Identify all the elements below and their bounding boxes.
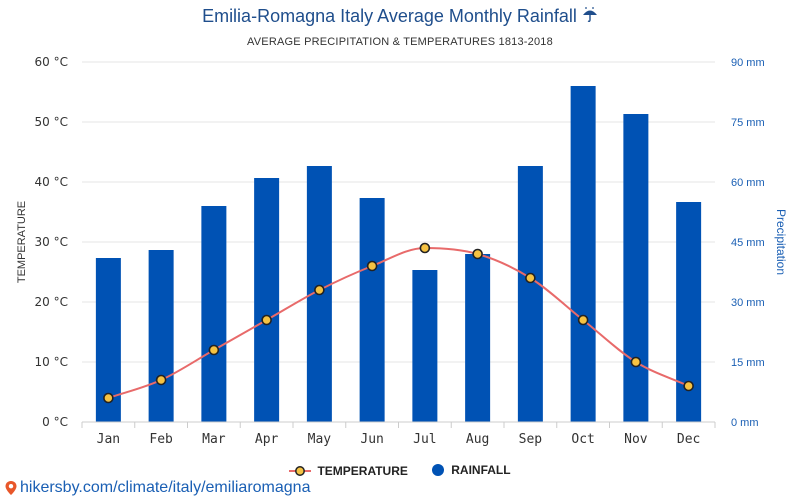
y-left-tick-label: 20 °C: [35, 295, 68, 309]
temperature-point[interactable]: [208, 344, 220, 356]
y-left-tick-label: 30 °C: [35, 235, 68, 249]
temperature-point[interactable]: [472, 248, 483, 260]
chart-subtitle: AVERAGE PRECIPITATION & TEMPERATURES 181…: [247, 36, 553, 48]
y-left-tick-label: 60 °C: [35, 55, 68, 69]
temperature-series-line: [108, 246, 690, 399]
legend-label-temperature: TEMPERATURE: [317, 464, 408, 478]
y-left-tick-label: 0 °C: [42, 415, 68, 429]
temperature-point[interactable]: [314, 284, 325, 296]
y-right-tick-label: 0 mm: [731, 417, 759, 429]
temperature-point[interactable]: [577, 314, 589, 326]
axes: 0 °C 0 mm 10 °C 15 mm 20 °C 30 mm 30 °C 45 mm 40…: [16, 55, 788, 447]
temperature-point[interactable]: [366, 260, 378, 272]
y-right-tick-label: 45 mm: [731, 237, 765, 249]
rainfall-bar[interactable]: [148, 250, 174, 422]
rainfall-bar[interactable]: [201, 206, 227, 422]
rainfall-bar[interactable]: [570, 86, 596, 422]
x-tick-label: Aug: [466, 432, 489, 447]
rainfall-bar[interactable]: [623, 114, 649, 422]
y-left-tick-label: 10 °C: [35, 355, 68, 369]
x-tick-label: Jul: [413, 432, 436, 447]
temperature-point[interactable]: [103, 392, 114, 404]
temperature-point[interactable]: [261, 314, 272, 326]
temperature-point[interactable]: [525, 272, 536, 284]
x-tick-label: Jun: [360, 432, 383, 447]
y-right-tick-label: 30 mm: [731, 297, 765, 309]
rainfall-bar[interactable]: [465, 254, 491, 422]
y-left-axis-title: TEMPERATURE: [16, 201, 28, 283]
legend-circle-marker-icon: [432, 464, 445, 476]
y-left-tick-label: 40 °C: [35, 175, 68, 189]
legend-label-rainfall: RAINFALL: [451, 463, 511, 477]
x-tick-label: Apr: [255, 432, 279, 447]
legend: TEMPERATURE RAINFALL: [0, 463, 800, 480]
temperature-line: [103, 242, 694, 404]
x-tick-label: May: [308, 432, 332, 447]
y-right-tick-label: 75 mm: [731, 117, 765, 129]
source-link[interactable]: hikersby.com/climate/italy/emiliaromagna: [4, 479, 310, 497]
grid-lines: [82, 61, 715, 423]
umbrella-rain-icon: [582, 7, 597, 23]
x-tick-label: Jan: [97, 432, 120, 447]
legend-item-rainfall[interactable]: RAINFALL: [431, 463, 511, 477]
y-right-axis-title: Precipitation: [774, 209, 788, 275]
chart-title: Emilia-Romagna Italy Average Monthly Rai…: [0, 6, 800, 27]
legend-item-temperature[interactable]: TEMPERATURE: [289, 464, 408, 478]
temperature-point[interactable]: [155, 374, 167, 386]
temperature-point[interactable]: [419, 242, 431, 254]
source-url: hikersby.com/climate/italy/emiliaromagna: [20, 479, 311, 496]
climate-chart: 0 °C 0 mm 10 °C 15 mm 20 °C 30 mm 30 °C 45 mm 40…: [16, 55, 788, 447]
rainfall-bar[interactable]: [359, 198, 385, 422]
location-pin-icon: [5, 481, 17, 495]
temperature-point[interactable]: [630, 356, 642, 368]
x-tick-label: Nov: [624, 432, 648, 447]
x-tick-label: Oct: [571, 432, 594, 447]
rainfall-bar[interactable]: [412, 270, 438, 422]
rainfall-bar[interactable]: [517, 166, 543, 422]
temperature-point[interactable]: [683, 380, 694, 392]
y-right-tick-label: 90 mm: [731, 57, 765, 69]
x-tick-label: Mar: [202, 432, 226, 447]
y-left-tick-label: 50 °C: [35, 115, 68, 129]
rainfall-bar[interactable]: [254, 178, 280, 422]
y-right-tick-label: 60 mm: [731, 177, 765, 189]
x-tick-label: Feb: [149, 432, 173, 447]
x-tick-label: Dec: [677, 432, 700, 447]
x-tick-label: Sep: [519, 432, 543, 447]
y-right-tick-label: 15 mm: [731, 357, 765, 369]
legend-line-marker-icon: [289, 466, 312, 476]
